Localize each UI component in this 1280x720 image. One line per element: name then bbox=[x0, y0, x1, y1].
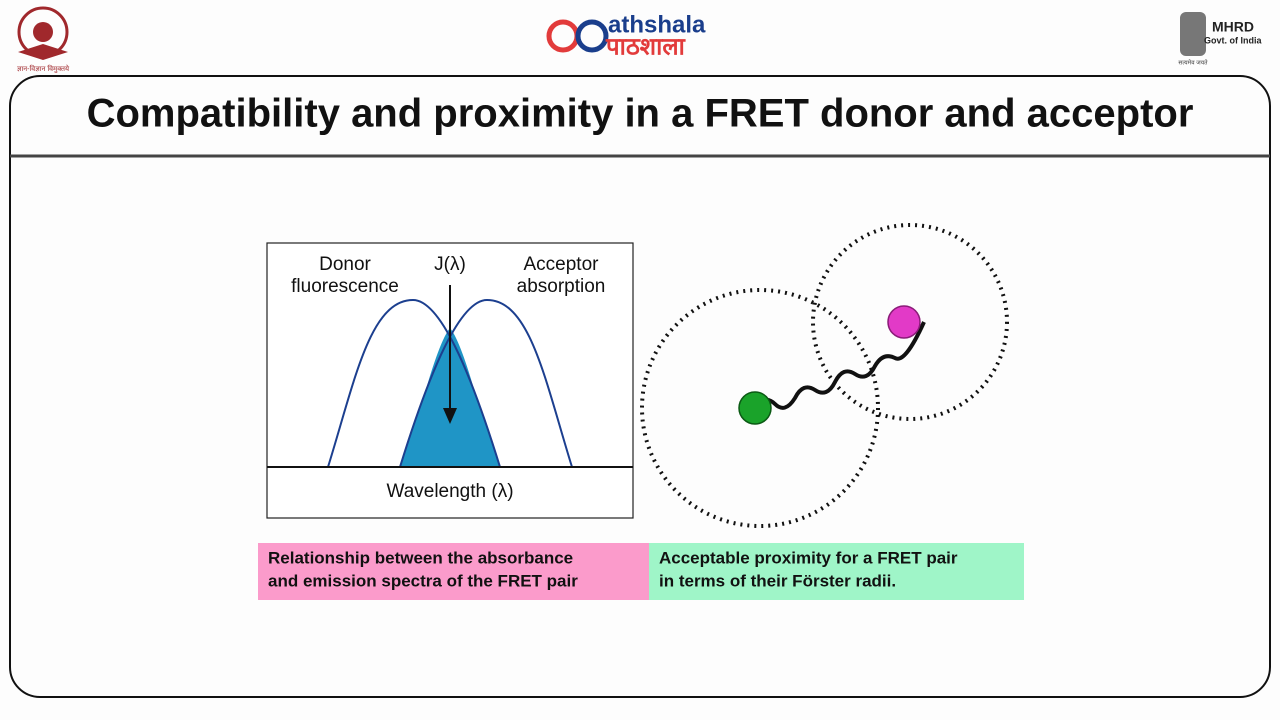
content-frame bbox=[9, 75, 1271, 698]
x-axis-label: Wavelength (λ) bbox=[386, 481, 513, 502]
donor-label: fluorescence bbox=[291, 276, 399, 297]
proximity-figure bbox=[640, 223, 1009, 528]
caption-text: in terms of their Förster radii. bbox=[659, 571, 896, 590]
acceptor-label: Acceptor bbox=[524, 254, 600, 275]
acceptor-label: absorption bbox=[517, 276, 606, 297]
caption-text: and emission spectra of the FRET pair bbox=[268, 571, 578, 590]
right-logo-title: MHRD bbox=[1212, 19, 1254, 35]
slide-title: Compatibility and proximity in a FRET do… bbox=[87, 92, 1194, 136]
left-logo-motto: ज्ञान-विज्ञान विमुक्तये bbox=[17, 64, 70, 73]
donor-label: Donor bbox=[319, 254, 371, 275]
right-logo-subtitle: Govt. of India bbox=[1204, 35, 1262, 45]
brand-latin: athshala bbox=[608, 11, 706, 38]
caption-box bbox=[258, 543, 649, 600]
caption-text: Relationship between the absorbance bbox=[268, 548, 573, 567]
caption-box bbox=[649, 543, 1024, 600]
brand-logo: athshala पाठशाला bbox=[546, 11, 706, 60]
caption-text: Acceptable proximity for a FRET pair bbox=[659, 548, 958, 567]
right-logo-motto: सत्यमेव जयते bbox=[1178, 59, 1208, 67]
left-logo: ज्ञान-विज्ञान विमुक्तये bbox=[17, 6, 70, 73]
overlap-label: J(λ) bbox=[434, 254, 466, 275]
right-logo: MHRD Govt. of India सत्यमेव जयते bbox=[1178, 12, 1262, 67]
spectra-figure: Donor fluorescence J(λ) Acceptor absorpt… bbox=[266, 242, 634, 519]
brand-devanagari: पाठशाला bbox=[605, 33, 686, 60]
